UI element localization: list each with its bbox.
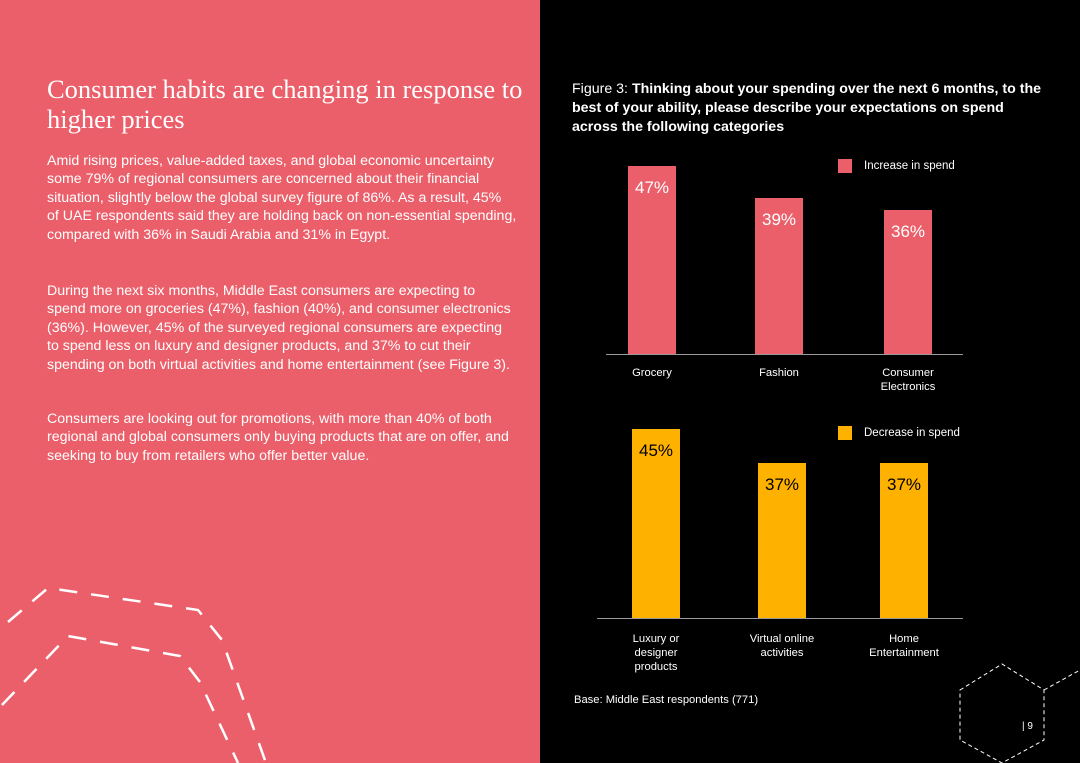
- chart-1-category-label: Grocery: [632, 367, 672, 379]
- chart-2-category-label: Virtual online activities: [749, 633, 815, 659]
- page-number: | 9: [1022, 721, 1033, 732]
- body-paragraph-3: Consumers are looking out for promotions…: [47, 411, 509, 464]
- legend-decrease: Decrease in spend: [838, 426, 960, 440]
- legend-increase: Increase in spend: [838, 159, 955, 173]
- body-paragraph-2: During the next six months, Middle East …: [47, 283, 511, 373]
- page-title: Consumer habits are changing in response…: [47, 74, 523, 134]
- figure-title: Thinking about your spending over the ne…: [572, 81, 1042, 135]
- chart-1-data-label: 47%: [634, 178, 670, 197]
- chart-2-category-label: Luxury or designer products: [632, 633, 680, 673]
- legend-label-decrease: Decrease in spend: [864, 427, 960, 439]
- legend-swatch-increase: [838, 159, 852, 173]
- figure-caption: Figure 3: Thinking about your spending o…: [572, 80, 1052, 137]
- chart-2-data-label: 45%: [638, 441, 674, 460]
- chart-2-baseline: [597, 618, 963, 619]
- chart-2-category-label: Home Entertainment: [869, 633, 939, 659]
- chart-1-baseline: [606, 354, 963, 355]
- chart-1-category-label: Fashion: [759, 367, 799, 379]
- chart-2-bar: 45%: [632, 429, 680, 618]
- dashed-road-decoration: [1, 586, 268, 763]
- base-note: Base: Middle East respondents (771): [574, 694, 759, 706]
- legend-label-increase: Increase in spend: [864, 160, 955, 172]
- left-panel: Consumer habits are changing in response…: [0, 0, 540, 763]
- chart-1-bar: 36%: [884, 210, 932, 354]
- figure-label: Figure 3:: [572, 81, 632, 97]
- right-panel: [540, 0, 1080, 763]
- chart-2-bar: 37%: [880, 462, 928, 618]
- chart-1-category-label: Consumer Electronics: [880, 367, 936, 393]
- chart-2-bar: 37%: [758, 462, 806, 618]
- legend-swatch-decrease: [838, 426, 852, 440]
- body-paragraph-1: Amid rising prices, value-added taxes, a…: [47, 153, 517, 243]
- chart-1-data-label: 39%: [761, 210, 797, 229]
- chart-2-data-label: 37%: [764, 474, 800, 494]
- chart-1-bar: 39%: [755, 198, 803, 354]
- chart-1-data-label: 36%: [890, 222, 926, 241]
- chart-2-data-label: 37%: [886, 474, 922, 494]
- chart-1-bar: 47%: [628, 166, 676, 354]
